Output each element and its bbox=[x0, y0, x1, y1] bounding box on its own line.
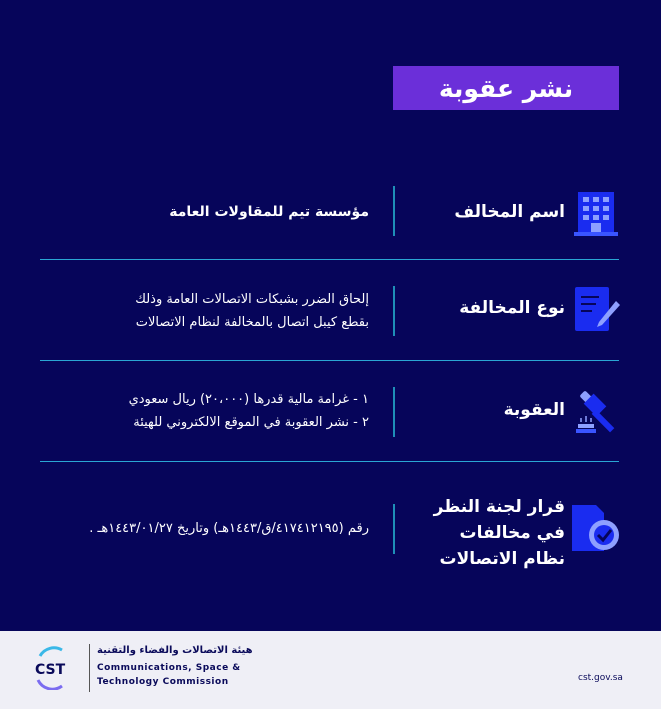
violator-name-value: مؤسسة تيم للمقاولات العامة bbox=[169, 204, 369, 220]
separator bbox=[40, 461, 619, 462]
org-arabic-name: هيئة الاتصالات والفضاء والتقنية bbox=[97, 645, 253, 656]
website-link[interactable]: cst.gov.sa bbox=[578, 673, 623, 683]
document-badge-check-icon bbox=[572, 505, 619, 551]
violator-name-label: اسم المخالف bbox=[454, 202, 565, 222]
separator bbox=[40, 259, 619, 260]
violation-type-value: إلحاق الضرر بشبكات الاتصالات العامة وذلك… bbox=[29, 288, 369, 334]
penalty-label: العقوبة bbox=[503, 400, 565, 420]
divider bbox=[89, 644, 90, 692]
logo-text: CST bbox=[35, 662, 66, 678]
gavel-icon bbox=[576, 391, 615, 433]
document-pen-icon bbox=[575, 287, 620, 331]
value-line: ١ - غرامة مالية قدرها (٢٠،٠٠٠) ريال سعود… bbox=[128, 392, 369, 407]
decision-label: قرار لجنة النظر في مخالفات نظام الاتصالا… bbox=[395, 494, 565, 572]
violation-type-label: نوع المخالفة bbox=[459, 298, 565, 318]
divider bbox=[393, 387, 395, 437]
building-icon bbox=[574, 192, 618, 236]
value-line: إلحاق الضرر بشبكات الاتصالات العامة وذلك bbox=[135, 292, 369, 307]
page-title: نشر عقوبة bbox=[393, 66, 619, 110]
value-line: ٢ - نشر العقوبة في الموقع الالكتروني لله… bbox=[133, 415, 369, 430]
divider bbox=[393, 186, 395, 236]
footer: CST هيئة الاتصالات والفضاء والتقنية Comm… bbox=[0, 631, 661, 709]
decision-value: رقم (٤١٧٤١٢١٩٥/ق/١٤٤٣هـ) وتاريخ ١٤٤٣/٠١/… bbox=[89, 521, 369, 536]
label-line: في مخالفات bbox=[459, 523, 566, 543]
label-line: قرار لجنة النظر bbox=[433, 497, 565, 517]
divider bbox=[393, 504, 395, 554]
org-english-line-2: Technology Commission bbox=[97, 677, 229, 687]
label-line: نظام الاتصالات bbox=[439, 549, 565, 569]
org-english-line-1: Communications, Space & bbox=[97, 663, 241, 673]
penalty-value: ١ - غرامة مالية قدرها (٢٠،٠٠٠) ريال سعود… bbox=[29, 388, 369, 434]
cst-logo: CST bbox=[35, 646, 66, 690]
value-line: بقطع كيبل اتصال بالمخالفة لنظام الاتصالا… bbox=[135, 315, 369, 330]
divider bbox=[393, 286, 395, 336]
separator bbox=[40, 360, 619, 361]
